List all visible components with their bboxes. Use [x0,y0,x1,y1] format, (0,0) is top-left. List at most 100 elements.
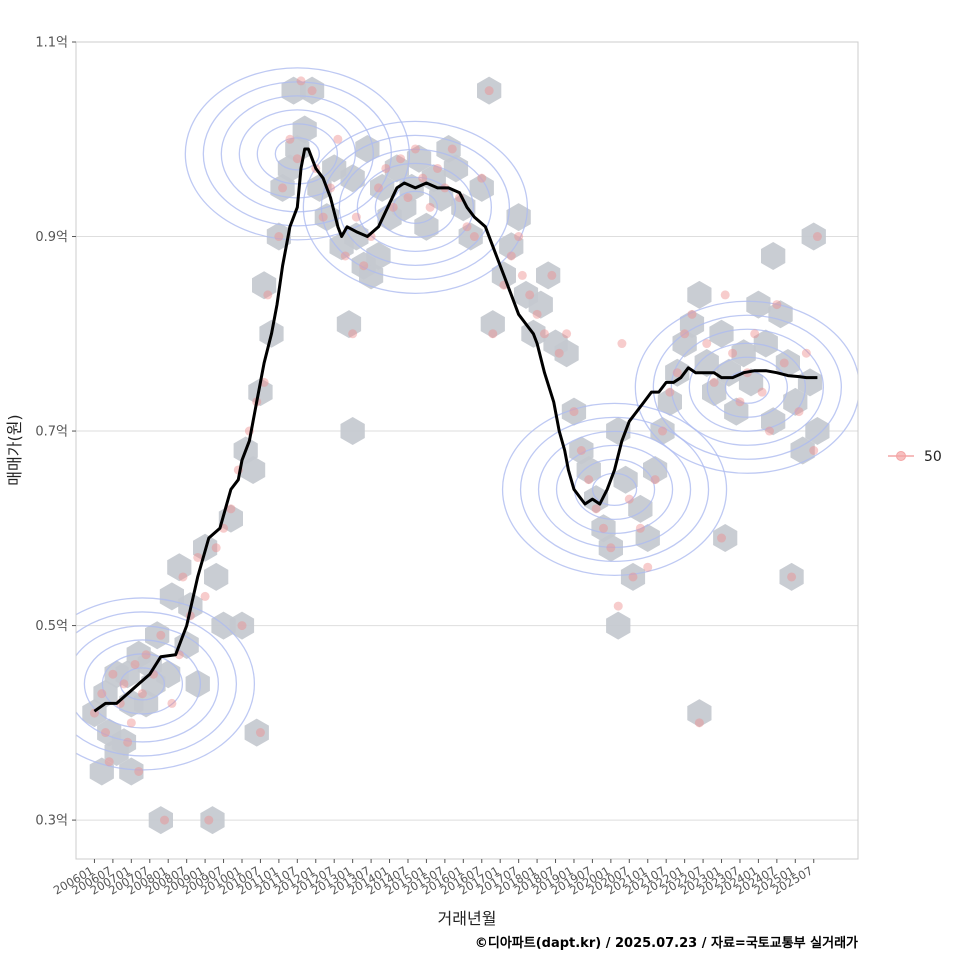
scatter-point [728,348,738,358]
contour-line [256,123,338,185]
hexbin-cell [148,806,173,835]
contour-line [274,137,320,171]
scatter-point [255,728,265,738]
contour-line [338,148,493,266]
hexbin-cell [458,222,483,251]
hexbin-cell [185,669,210,698]
scatter-point [717,533,727,543]
scatter-point [104,757,114,767]
scatter-point [576,446,586,455]
scatter-point [178,572,188,582]
scatter-point [591,504,601,514]
scatter-point [514,232,524,242]
hexbin-cell [687,699,712,728]
scatter-point [720,290,730,300]
hexbin-cell [89,757,114,786]
hexbin-cell [211,611,236,640]
legend-label: 50 [924,449,942,465]
hexbin-cell [805,417,830,445]
scatter-point [130,659,140,669]
scatter-point [292,154,302,164]
scatter-points [89,76,822,825]
hexbin-cell [469,173,494,202]
contour-line [320,134,511,280]
hexbin-cell [477,76,502,105]
legend-marker [896,451,906,461]
hexbin-cell [713,524,738,552]
hexbin-cell [775,349,800,377]
scatter-point [617,339,627,349]
hexbin-cell [679,310,705,339]
hexbin-cell [159,582,184,611]
scatter-point [396,154,406,164]
scatter-point [193,552,203,562]
y-tick-label: 0.3억 [35,814,68,829]
scatter-point [469,232,479,242]
density-contours [76,67,858,771]
scatter-point [525,290,535,300]
contour-line [501,402,728,577]
contour-line [652,314,842,460]
scatter-point [517,270,527,280]
scatter-point [809,446,819,455]
hexbin-cell [561,397,587,426]
hexbin-cell [204,562,229,591]
scatter-point [750,329,760,339]
hexbin-cell [336,310,362,339]
y-axis-ticks: 0.3억 0.5억 0.7억 0.9억 1.1억 [35,36,76,829]
y-tick-label: 0.5억 [35,619,68,634]
scatter-point [484,86,494,96]
scatter-point [274,232,284,242]
contour-line [76,625,220,743]
scatter-point [635,523,645,533]
hexbin-cell [104,738,129,766]
hexbin-cell [244,718,269,747]
contour-line [83,639,202,729]
hexbin-cell [554,339,579,368]
scatter-point [134,766,144,776]
hexbin-cell [790,436,815,465]
scatter-point [340,251,350,261]
hexbin-cell [694,349,719,377]
scatter-point [764,426,774,436]
hexbin-cell [724,397,749,426]
scatter-point [624,494,634,504]
hexbin-cell [613,465,638,494]
hexbin-cell [536,261,561,290]
scatter-point [447,144,457,154]
contour-line [356,162,475,252]
scatter-point [126,718,136,728]
contour-line [634,300,858,474]
scatter-point [263,290,273,300]
scatter-point [278,183,288,193]
scatter-point [598,523,608,533]
scatter-point [547,270,557,280]
scatter-point [381,163,391,173]
contour-line [220,95,374,213]
panel-border [75,41,859,860]
y-tick-label: 0.9억 [35,230,68,245]
scatter-point [410,144,420,154]
scatter-point [204,815,214,825]
scatter-point [432,163,442,173]
contour-line [101,653,184,715]
y-tick-label: 1.1억 [35,36,68,51]
scatter-point [562,329,572,339]
hexbin-cell [783,387,808,416]
hexbin-cell [406,144,432,173]
hexbin-cell [340,164,365,193]
scatter-point [237,621,247,631]
hexbin-cell [709,319,734,348]
scatter-point [613,601,623,611]
hexbin-cell [665,358,690,387]
hexbin-cell [240,456,266,484]
hexbin-cell [281,76,306,105]
scatter-point [418,173,428,183]
scatter-point [794,407,804,417]
scatter-point [403,193,413,203]
contour-line [392,190,439,224]
hexbin-cell [167,553,192,582]
scatter-point [672,368,682,378]
contour-line [537,430,692,549]
